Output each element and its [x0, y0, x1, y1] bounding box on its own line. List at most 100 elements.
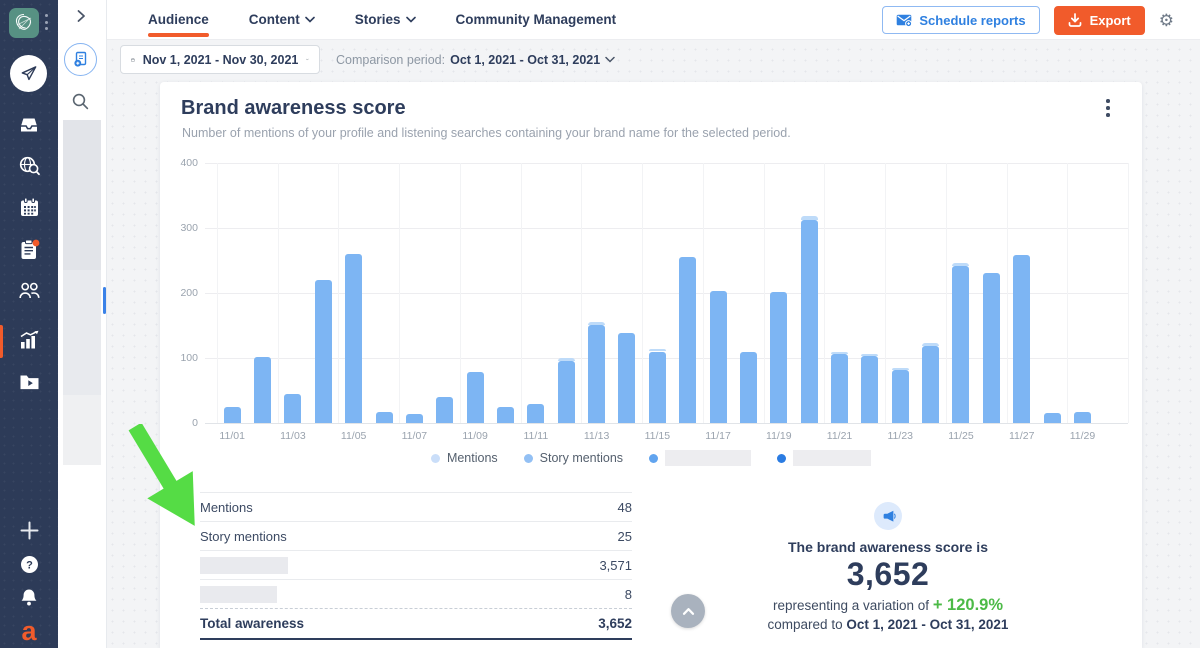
folder-play-icon — [19, 373, 40, 390]
x-axis-tick: 11/05 — [332, 430, 376, 442]
chart-bar[interactable] — [649, 352, 666, 424]
chart-bar[interactable] — [770, 292, 787, 423]
chart-bar[interactable] — [406, 414, 423, 423]
chart-bar[interactable] — [618, 333, 635, 423]
tab-audience[interactable]: Audience — [148, 0, 209, 40]
export-label: Export — [1090, 13, 1131, 28]
sidebar-item-notifications[interactable] — [0, 588, 58, 607]
sidebar-item-analytics[interactable] — [0, 330, 58, 349]
date-range-picker[interactable]: Nov 1, 2021 - Nov 30, 2021 — [120, 45, 320, 74]
legend-item-mentions[interactable]: Mentions — [431, 451, 498, 465]
create-report-button[interactable] — [64, 43, 97, 76]
sidebar-item-community[interactable] — [0, 282, 58, 299]
export-button[interactable]: Export — [1054, 6, 1145, 35]
topnav-actions: Schedule reports Export ⚙ — [882, 0, 1200, 40]
chart-bar-cap[interactable] — [588, 322, 605, 325]
legend-item-redacted-2[interactable] — [777, 450, 871, 466]
x-axis-tick: 11/27 — [1000, 430, 1044, 442]
chart-bar-cap[interactable] — [801, 216, 818, 220]
date-range-value: Nov 1, 2021 - Nov 30, 2021 — [143, 53, 299, 67]
card-menu-kebab-icon[interactable] — [1106, 99, 1110, 120]
chart-bar-cap[interactable] — [892, 368, 909, 371]
chart-bar[interactable] — [558, 361, 575, 423]
chart-bar[interactable] — [710, 291, 727, 423]
chart-bar-cap[interactable] — [861, 354, 878, 356]
chart-bar[interactable] — [497, 407, 514, 423]
x-gridline — [581, 163, 582, 423]
y-axis-tick: 300 — [160, 222, 198, 234]
chart-bar[interactable] — [1044, 413, 1061, 423]
x-gridline — [1128, 163, 1129, 423]
card-subtitle: Number of mentions of your profile and l… — [182, 126, 791, 140]
chart-bar[interactable] — [740, 352, 757, 424]
redacted-label — [793, 450, 871, 466]
x-axis-tick: 11/29 — [1060, 430, 1104, 442]
legend-dot — [524, 454, 533, 463]
chart-bar[interactable] — [1013, 255, 1030, 423]
row-value: 8 — [625, 587, 632, 602]
summary-comparison: compared to Oct 1, 2021 - Oct 31, 2021 — [728, 617, 1048, 632]
tab-stories[interactable]: Stories — [355, 0, 416, 40]
chart-bar[interactable] — [922, 346, 939, 423]
tab-label: Stories — [355, 12, 401, 27]
chart-bar[interactable] — [224, 407, 241, 423]
y-gridline — [205, 163, 1128, 164]
row-value: 3,571 — [599, 558, 632, 573]
sidebar-item-add[interactable] — [0, 520, 58, 541]
chart-bar[interactable] — [952, 266, 969, 423]
chart-bar[interactable] — [801, 220, 818, 423]
megaphone-icon — [881, 509, 896, 524]
chart-bar[interactable] — [527, 404, 544, 423]
workspace-menu-kebab-icon[interactable] — [45, 14, 49, 34]
people-icon — [18, 282, 41, 299]
sidebar-item-help[interactable]: ? — [0, 555, 58, 574]
chart-bar-cap[interactable] — [558, 358, 575, 361]
bar-chart: 010020030040011/0111/0311/0511/0711/0911… — [160, 157, 1142, 457]
chart-bar[interactable] — [376, 412, 393, 423]
sidebar-item-library[interactable] — [0, 373, 58, 390]
scroll-to-top-button[interactable] — [671, 594, 705, 628]
chart-bar[interactable] — [436, 397, 453, 423]
expand-rail-chevron-icon[interactable] — [73, 8, 89, 29]
brand-awareness-card: Brand awareness score Number of mentions… — [160, 82, 1142, 648]
sidebar-item-reports[interactable] — [0, 239, 58, 261]
x-axis-tick: 11/09 — [453, 430, 497, 442]
chart-bar[interactable] — [983, 273, 1000, 423]
row-value: 25 — [618, 529, 632, 544]
sidebar-item-inbox[interactable] — [0, 116, 58, 134]
tab-community-management[interactable]: Community Management — [456, 0, 617, 40]
chart-bar[interactable] — [861, 356, 878, 423]
sidebar-item-publishing[interactable] — [10, 55, 47, 92]
row-value: 48 — [618, 500, 632, 515]
awareness-table: Mentions 48 Story mentions 25 3,571 8 To… — [200, 492, 632, 640]
tab-content[interactable]: Content — [249, 0, 315, 40]
chart-bar[interactable] — [315, 280, 332, 423]
chart-bar[interactable] — [588, 325, 605, 423]
chart-bar[interactable] — [831, 354, 848, 423]
legend-item-redacted-1[interactable] — [649, 450, 751, 466]
topnav: Audience Content Stories Community Manag… — [107, 0, 1200, 40]
compared-prefix: compared to — [768, 617, 843, 632]
chart-bar[interactable] — [284, 394, 301, 423]
chart-bar[interactable] — [254, 357, 271, 423]
summary-variation: representing a variation of + 120.9% — [728, 596, 1048, 615]
sidebar-item-listening[interactable] — [0, 155, 58, 177]
x-axis-tick: 11/15 — [635, 430, 679, 442]
chart-bar-cap[interactable] — [922, 343, 939, 346]
workspace-logo[interactable] — [9, 8, 39, 38]
comparison-period-picker[interactable]: Comparison period: Oct 1, 2021 - Oct 31,… — [336, 45, 615, 74]
search-icon[interactable] — [71, 92, 90, 116]
chart-bar[interactable] — [1074, 412, 1091, 423]
chart-bar-cap[interactable] — [952, 263, 969, 266]
chart-bar[interactable] — [467, 372, 484, 423]
chart-legend: Mentions Story mentions — [160, 450, 1142, 466]
chart-bar[interactable] — [892, 370, 909, 423]
chart-bar[interactable] — [679, 257, 696, 423]
legend-item-story-mentions[interactable]: Story mentions — [524, 451, 623, 465]
sidebar-item-calendar[interactable] — [0, 197, 58, 218]
chart-bar-cap[interactable] — [831, 352, 848, 355]
agorapulse-logo[interactable]: a — [0, 616, 58, 647]
settings-gear-icon[interactable]: ⚙ — [1159, 12, 1174, 29]
schedule-reports-button[interactable]: Schedule reports — [882, 6, 1039, 34]
chart-bar[interactable] — [345, 254, 362, 423]
